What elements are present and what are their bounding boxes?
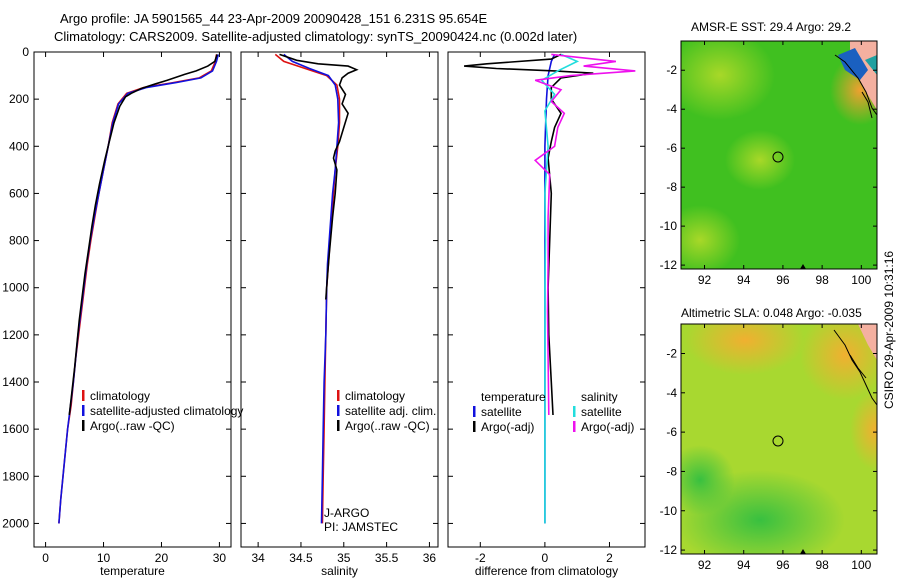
sla_map-y-tick-label: -10 [660,504,678,518]
sst_map-x-tick-label: 92 [698,273,712,287]
diff-legend-right-swatch [573,406,576,417]
salinity-legend-swatch [337,390,340,401]
salinity-legend-swatch [337,405,340,416]
sla-map-field [681,324,877,554]
salinity-series-0 [274,53,341,524]
figure-title-line1: Argo profile: JA 5901565_44 23-Apr-2009 … [60,11,488,26]
sst-map-panel: AMSR-E SST: 29.4 Argo: 29.2 92 94 96 98 100 -… [660,20,878,287]
sst_map-x-tick-label: 100 [851,273,871,287]
diff-legend-left-swatch [473,406,476,417]
sst-map-field [681,41,877,269]
depth-tick-label: 1400 [2,375,29,389]
difference-series-1 [464,53,594,416]
depth-tick-label: 2000 [2,516,29,530]
sla_map-x-tick-label: 92 [698,558,712,572]
salinity-series-2 [279,53,359,300]
temperature-x-tick-label: 20 [155,551,169,565]
temperature-legend-swatch [82,390,85,401]
figure-title-line2: Climatology: CARS2009. Satellite-adjuste… [54,29,577,44]
salinity-plot-frame [240,51,439,548]
sla_map-y-tick-label: -8 [666,464,677,478]
diff-legend-right-swatch [573,421,576,432]
sst_map-y-tick-label: -12 [660,258,678,272]
sla_map-y-tick-label: -12 [660,543,678,557]
salinity-x-tick-label: 34 [251,551,265,565]
depth-tick-label: 600 [9,186,29,200]
sla_map-y-tick-label: -4 [666,386,677,400]
temperature-legend-entry: Argo(..raw -QC) [90,419,175,433]
difference-series-2 [540,53,580,524]
sla_map-y-tick-label: -2 [666,346,677,360]
sla-map-title: Altimetric SLA: 0.048 Argo: -0.035 [681,306,862,320]
salinity-x-tick-label: 35.5 [375,551,399,565]
salinity-x-tick-label: 35 [337,551,351,565]
salinity-x-tick-label: 36 [423,551,437,565]
sst_map-y-tick-label: -4 [666,102,677,116]
sla_map-x-tick-label: 98 [815,558,829,572]
diff-legend-left-entry: Argo(-adj) [481,420,534,434]
salinity-panel: 34 34.5 35 35.5 36 salinity climatologysatelli… [240,51,439,578]
diff-legend-left-entry: satellite [481,405,522,419]
difference-x-tick-label: -2 [475,551,486,565]
sst_map-y-tick-label: -6 [666,141,677,155]
sla_map-x-tick-label: 94 [737,558,751,572]
sst_map-x-tick-label: 98 [815,273,829,287]
sst_map-x-tick-label: 94 [737,273,751,287]
salinity-legend-entry: satellite adj. clim. [345,404,436,418]
depth-tick-label: 1800 [2,469,29,483]
depth-tick-label: 800 [9,234,29,248]
temperature-series-2 [68,54,218,416]
salinity-annotation: PI: JAMSTEC [324,520,398,534]
depth-tick-label: 1000 [2,281,29,295]
salinity-legend-swatch [337,420,340,431]
temperature-x-tick-label: 0 [42,551,49,565]
difference-series-3 [533,53,636,416]
temperature-x-tick-label: 10 [97,551,111,565]
salinity-x-tick-label: 34.5 [289,551,313,565]
depth-tick-label: 1200 [2,328,29,342]
sla-map-panel: Altimetric SLA: 0.048 Argo: -0.035 92 94 9… [660,306,878,572]
depth-tick-label: 0 [22,45,29,59]
side-timestamp-label: CSIRO 29-Apr-2009 10:31:16 [882,251,896,409]
diff-legend-left-swatch [473,421,476,432]
temperature-x-tick-label: 30 [213,551,227,565]
diff-legend-right-entry: satellite [581,405,622,419]
temperature-legend-swatch [82,420,85,431]
diff-legend-right-entry: Argo(-adj) [581,420,634,434]
diff-legend-left-entry: temperature [481,390,546,404]
temperature-legend-swatch [82,405,85,416]
salinity-x-axis-label: salinity [321,564,358,578]
sst-map-title: AMSR-E SST: 29.4 Argo: 29.2 [691,20,851,34]
difference-plot-frame [447,51,646,548]
salinity-annotation: J-ARGO [324,506,369,520]
sla_map-x-tick-label: 96 [776,558,790,572]
sst_map-y-tick-label: -10 [660,219,678,233]
salinity-legend-entry: climatology [345,389,405,403]
temperature-plot-frame [33,51,232,548]
depth-tick-label: 400 [9,139,29,153]
difference-x-tick-label: 0 [542,551,549,565]
diff-legend-right-entry: salinity [581,390,618,404]
difference-x-axis-label: difference from climatology [475,564,618,578]
temperature-panel: 0 10 20 30 temperature 0 200 400 600 800 1000 1200 1… [2,45,243,578]
sst_map-x-tick-label: 96 [776,273,790,287]
sst-argo-location-marker [772,151,784,163]
salinity-series-1 [283,53,340,524]
salinity-legend-entry: Argo(..raw -QC) [345,419,430,433]
temperature-legend-entry: climatology [90,389,150,403]
sst_map-y-tick-label: -2 [666,63,677,77]
sla_map-x-tick-label: 100 [851,558,871,572]
sla-argo-location-marker [772,435,784,447]
sst_map-y-tick-label: -8 [666,180,677,194]
depth-tick-label: 200 [9,92,29,106]
sla_map-y-tick-label: -6 [666,425,677,439]
depth-tick-label: 1600 [2,422,29,436]
difference-x-tick-label: 2 [606,551,613,565]
temperature-legend-entry: satellite-adjusted climatology [90,404,243,418]
temperature-x-axis-label: temperature [100,564,165,578]
